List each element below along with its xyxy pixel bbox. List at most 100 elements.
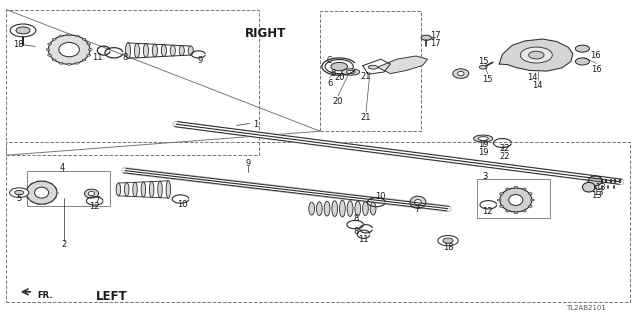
Circle shape <box>522 188 526 190</box>
Circle shape <box>514 212 518 214</box>
Text: 5: 5 <box>17 194 22 203</box>
Circle shape <box>10 188 29 197</box>
Circle shape <box>506 188 509 190</box>
Text: 15: 15 <box>478 57 488 66</box>
Ellipse shape <box>346 70 355 74</box>
Circle shape <box>438 236 458 246</box>
Circle shape <box>82 38 86 40</box>
Ellipse shape <box>410 196 426 208</box>
Ellipse shape <box>170 45 175 56</box>
Circle shape <box>86 43 90 45</box>
Text: 1: 1 <box>253 120 259 129</box>
Text: 3: 3 <box>483 172 488 180</box>
Circle shape <box>529 205 532 207</box>
Circle shape <box>16 27 30 34</box>
Ellipse shape <box>161 45 166 56</box>
Circle shape <box>67 34 71 36</box>
Text: 12: 12 <box>483 207 493 216</box>
Circle shape <box>529 193 532 195</box>
Ellipse shape <box>588 176 602 186</box>
Circle shape <box>86 54 90 56</box>
Circle shape <box>67 63 71 65</box>
Text: 10: 10 <box>177 200 188 209</box>
Circle shape <box>443 238 453 243</box>
Text: 13: 13 <box>591 191 602 200</box>
Text: 2: 2 <box>61 240 67 249</box>
Text: 17: 17 <box>430 31 440 40</box>
Ellipse shape <box>348 201 353 217</box>
Ellipse shape <box>49 35 90 64</box>
Text: LEFT: LEFT <box>96 290 128 302</box>
Text: 8: 8 <box>122 53 127 62</box>
Text: 20: 20 <box>333 97 343 106</box>
Circle shape <box>531 199 534 201</box>
Ellipse shape <box>332 201 338 217</box>
Text: 9: 9 <box>197 56 202 65</box>
Circle shape <box>52 38 56 40</box>
Ellipse shape <box>188 46 193 55</box>
Text: 13: 13 <box>595 183 605 192</box>
Circle shape <box>325 60 353 74</box>
Circle shape <box>499 205 503 207</box>
Circle shape <box>76 35 79 37</box>
Circle shape <box>421 35 431 40</box>
Text: 6: 6 <box>330 69 335 78</box>
Text: 14: 14 <box>532 81 543 90</box>
Ellipse shape <box>152 44 157 57</box>
Circle shape <box>575 58 589 65</box>
Bar <box>27 171 110 206</box>
Ellipse shape <box>474 135 493 142</box>
Circle shape <box>522 210 526 212</box>
Circle shape <box>506 210 509 212</box>
Text: 16: 16 <box>591 65 602 74</box>
Ellipse shape <box>415 200 422 205</box>
Text: 8: 8 <box>353 227 358 236</box>
Circle shape <box>59 35 63 37</box>
Text: 21: 21 <box>361 72 371 81</box>
Text: 22: 22 <box>499 144 509 153</box>
Circle shape <box>76 62 79 64</box>
Text: 9: 9 <box>246 159 251 168</box>
Ellipse shape <box>342 69 360 75</box>
Text: 4: 4 <box>60 163 65 172</box>
Circle shape <box>46 49 50 51</box>
Text: 7: 7 <box>95 196 100 204</box>
Text: 11: 11 <box>92 53 102 62</box>
Text: 19: 19 <box>478 148 488 156</box>
Circle shape <box>479 65 487 69</box>
Text: 7: 7 <box>415 205 420 214</box>
Polygon shape <box>499 39 573 71</box>
Circle shape <box>497 199 501 201</box>
Ellipse shape <box>59 43 79 57</box>
Text: 20: 20 <box>334 73 344 82</box>
Circle shape <box>520 47 552 63</box>
Ellipse shape <box>124 183 129 196</box>
Ellipse shape <box>340 200 346 217</box>
Ellipse shape <box>116 183 120 196</box>
Circle shape <box>52 59 56 61</box>
Circle shape <box>514 186 518 188</box>
Text: 8: 8 <box>353 214 358 223</box>
Text: TL2AB2101: TL2AB2101 <box>566 305 605 311</box>
Ellipse shape <box>125 43 131 58</box>
Text: 19: 19 <box>478 140 488 148</box>
Text: 10: 10 <box>376 192 386 201</box>
Ellipse shape <box>179 46 184 55</box>
Text: 13: 13 <box>593 188 604 197</box>
Text: 18: 18 <box>13 40 23 49</box>
Ellipse shape <box>143 44 148 57</box>
Ellipse shape <box>509 195 523 205</box>
Ellipse shape <box>309 202 315 215</box>
Ellipse shape <box>368 65 378 69</box>
Circle shape <box>331 62 348 71</box>
Ellipse shape <box>35 187 49 198</box>
Ellipse shape <box>26 181 57 204</box>
Text: 11: 11 <box>358 235 369 244</box>
Circle shape <box>48 43 52 45</box>
Bar <box>477 179 550 218</box>
Circle shape <box>499 193 503 195</box>
Ellipse shape <box>500 188 532 212</box>
Ellipse shape <box>371 202 376 215</box>
Text: 17: 17 <box>430 39 440 48</box>
Bar <box>6 142 630 302</box>
